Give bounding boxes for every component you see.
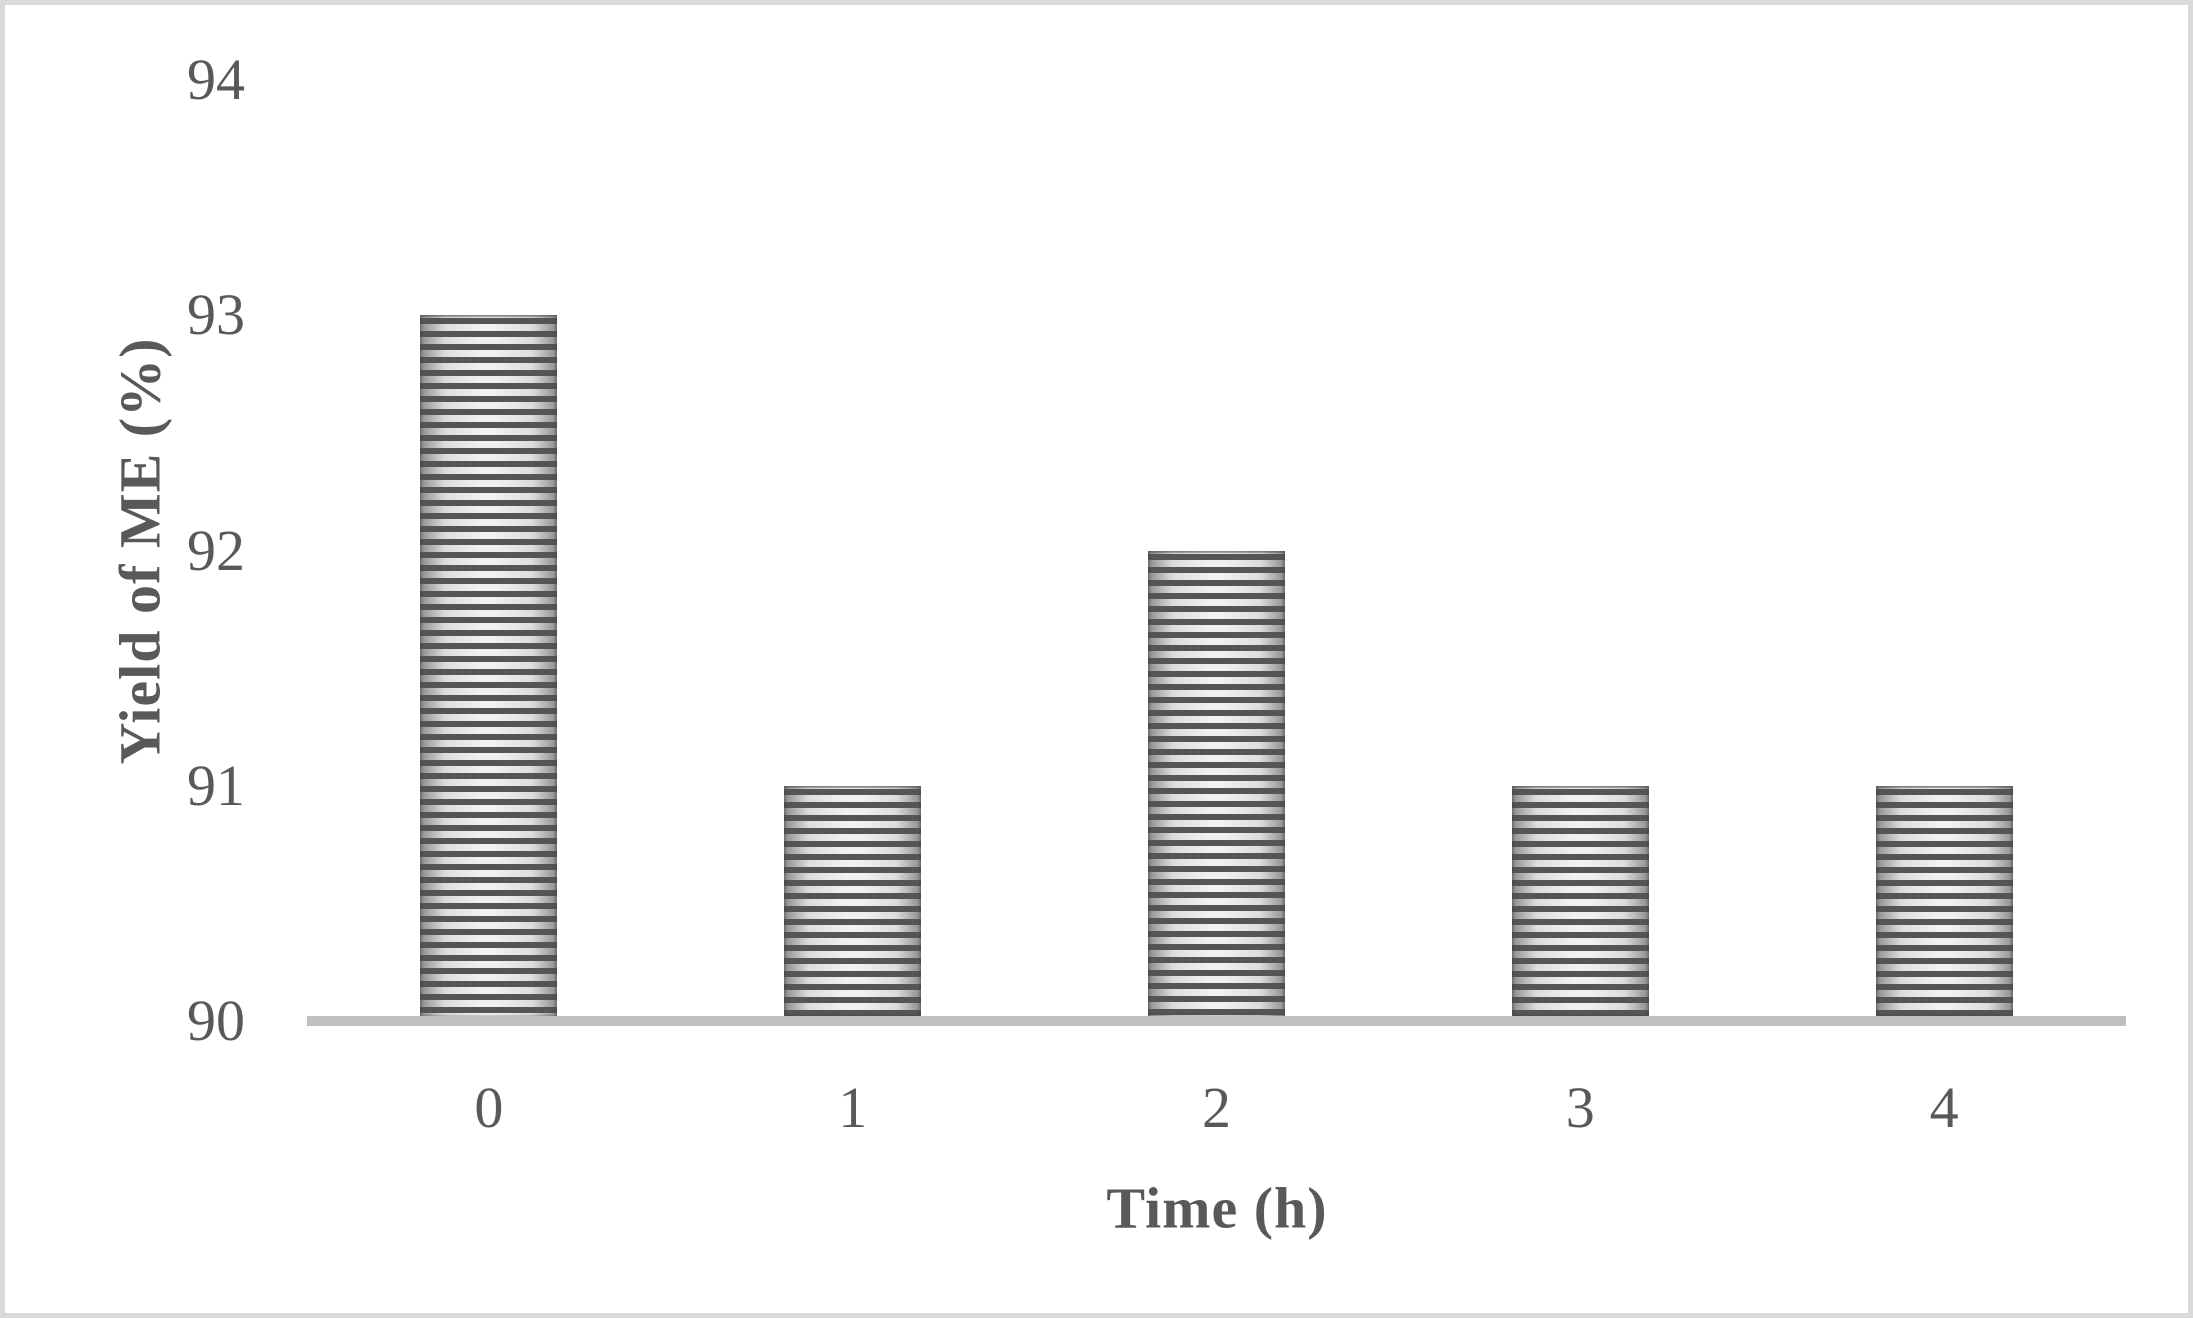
x-tick-label: 4	[1929, 1075, 1959, 1140]
y-tick-label: 90	[187, 988, 245, 1053]
x-tick-label: 2	[1202, 1075, 1231, 1140]
y-tick-label: 91	[187, 752, 245, 818]
y-tick-label: 94	[187, 47, 245, 112]
bar-1	[784, 785, 922, 1016]
bar-2	[1148, 550, 1285, 1016]
x-tick-label: 3	[1565, 1075, 1595, 1140]
x-tick-label: 0	[474, 1075, 504, 1140]
y-tick-label: 92	[187, 517, 245, 583]
x-tick-label: 1	[838, 1075, 868, 1140]
bar-3	[1511, 785, 1649, 1016]
x-axis-line	[307, 1016, 2126, 1026]
bar-0	[420, 315, 558, 1016]
bar-4	[1875, 785, 2013, 1016]
x-axis-title: Time (h)	[1106, 1175, 1328, 1241]
y-tick-label: 93	[187, 282, 245, 348]
